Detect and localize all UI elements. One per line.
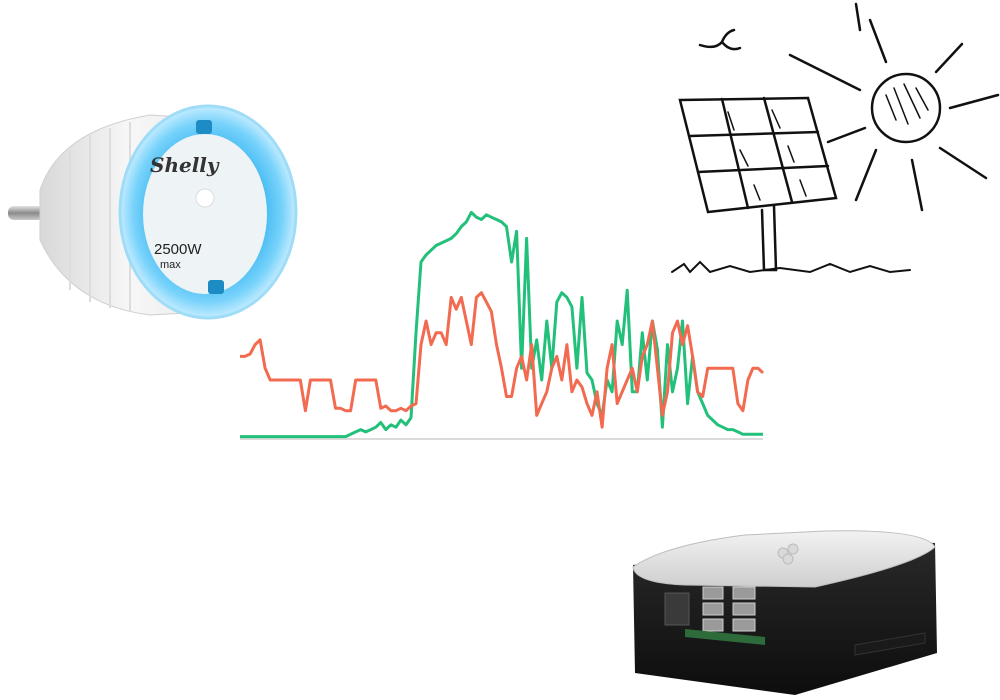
plug-rating-sub-label: max (160, 259, 181, 271)
chart-series-line-2 (240, 291, 765, 429)
raspberry-pi-case-image (632, 530, 937, 695)
ethernet-port (664, 592, 690, 626)
plug-pin (8, 206, 44, 220)
earth-contact-bottom (208, 280, 224, 294)
grass-doodle (671, 260, 911, 274)
earth-contact-top (196, 120, 212, 134)
bird-doodle (698, 28, 742, 51)
plug-socket-hole (195, 188, 215, 208)
smart-plug-image: Shelly 2500W max (8, 104, 298, 320)
sun-icon (788, 2, 1000, 212)
plug-brand-label: Shelly (150, 153, 220, 177)
chart-series-line-1 (240, 210, 763, 439)
board-edge (685, 629, 765, 645)
raspberry-logo-icon (777, 543, 799, 565)
case-side-vent (854, 632, 926, 656)
plug-face (143, 134, 267, 294)
plug-rating-label: 2500W (154, 241, 202, 258)
solar-panel-sketch (671, 2, 1000, 274)
power-line-chart (240, 210, 765, 440)
usb-ports (702, 586, 756, 632)
